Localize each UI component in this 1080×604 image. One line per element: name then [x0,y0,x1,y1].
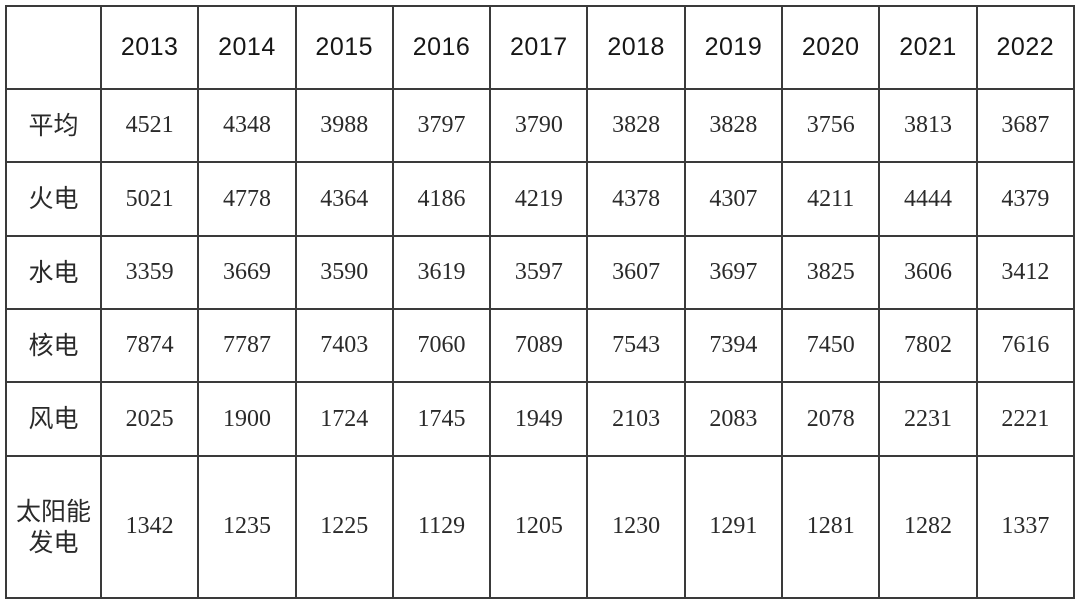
value-cell: 3669 [197,234,297,311]
value-cell: 1282 [878,454,978,600]
value-cell: 3597 [489,234,589,311]
table-container: 2013 2014 2015 2016 2017 2018 2019 2020 2021 2022… [5,5,1076,600]
value-cell: 4211 [781,161,881,237]
value-cell: 3607 [586,234,686,311]
value-cell: 4186 [391,161,492,237]
value-cell: 3797 [391,87,492,164]
value-cell: 4378 [586,161,686,237]
value-cell: 4778 [197,161,297,237]
value-cell: 4521 [99,87,200,164]
value-cell: 5021 [99,161,200,237]
value-cell: 3697 [683,234,784,311]
value-cell: 7616 [975,308,1076,384]
value-cell: 3412 [975,234,1076,311]
value-cell: 3828 [586,87,686,164]
table-row: 风电 2025 1900 1724 1745 1949 2103 2083 2078 2231 22… [5,381,1076,457]
row-label-cell: 平均 [5,87,102,164]
year-header-cell: 2015 [294,5,394,90]
value-cell: 1129 [391,454,492,600]
year-header-cell: 2014 [197,5,297,90]
value-cell: 1900 [197,381,297,457]
value-cell: 3828 [683,87,784,164]
value-cell: 4219 [489,161,589,237]
value-cell: 1235 [197,454,297,600]
value-cell: 1205 [489,454,589,600]
corner-cell [5,5,102,90]
row-label-cell: 水电 [5,234,102,311]
table-row: 水电 3359 3669 3590 3619 3597 3607 3697 3825 3606 34… [5,234,1076,311]
value-cell: 7089 [489,308,589,384]
table-row: 核电 7874 7787 7403 7060 7089 7543 7394 7450 7802 76… [5,308,1076,384]
value-cell: 3687 [975,87,1076,164]
value-cell: 3606 [878,234,978,311]
value-cell: 4348 [197,87,297,164]
value-cell: 1281 [781,454,881,600]
value-cell: 7874 [99,308,200,384]
value-cell: 4307 [683,161,784,237]
table-row: 太阳能发电 1342 1235 1225 1129 1205 1230 1291 1281 128… [5,454,1076,600]
row-label-cell: 太阳能发电 [5,454,102,600]
year-header-cell: 2018 [586,5,686,90]
value-cell: 1724 [294,381,394,457]
year-header-cell: 2016 [391,5,492,90]
value-cell: 7403 [294,308,394,384]
value-cell: 3590 [294,234,394,311]
value-cell: 7802 [878,308,978,384]
row-label-cell: 风电 [5,381,102,457]
value-cell: 3790 [489,87,589,164]
year-header-cell: 2022 [975,5,1076,90]
header-row: 2013 2014 2015 2016 2017 2018 2019 2020 2021 2022 [5,5,1076,90]
row-label-cell: 火电 [5,161,102,237]
value-cell: 7450 [781,308,881,384]
value-cell: 2083 [683,381,784,457]
year-header-cell: 2017 [489,5,589,90]
value-cell: 1225 [294,454,394,600]
value-cell: 7060 [391,308,492,384]
value-cell: 1342 [99,454,200,600]
value-cell: 3619 [391,234,492,311]
value-cell: 2103 [586,381,686,457]
value-cell: 4444 [878,161,978,237]
value-cell: 1291 [683,454,784,600]
value-cell: 4364 [294,161,394,237]
value-cell: 4379 [975,161,1076,237]
value-cell: 2221 [975,381,1076,457]
year-header-cell: 2019 [683,5,784,90]
value-cell: 2231 [878,381,978,457]
value-cell: 1949 [489,381,589,457]
value-cell: 3756 [781,87,881,164]
value-cell: 3825 [781,234,881,311]
value-cell: 7543 [586,308,686,384]
value-cell: 3988 [294,87,394,164]
value-cell: 1230 [586,454,686,600]
value-cell: 3813 [878,87,978,164]
value-cell: 1745 [391,381,492,457]
value-cell: 1337 [975,454,1076,600]
value-cell: 2025 [99,381,200,457]
year-header-cell: 2021 [878,5,978,90]
data-table: 2013 2014 2015 2016 2017 2018 2019 2020 2021 2022… [5,5,1076,600]
row-label-cell: 核电 [5,308,102,384]
value-cell: 2078 [781,381,881,457]
year-header-cell: 2013 [99,5,200,90]
table-row: 平均 4521 4348 3988 3797 3790 3828 3828 3756 3813 36… [5,87,1076,164]
value-cell: 7394 [683,308,784,384]
value-cell: 3359 [99,234,200,311]
year-header-cell: 2020 [781,5,881,90]
value-cell: 7787 [197,308,297,384]
table-row: 火电 5021 4778 4364 4186 4219 4378 4307 4211 4444 43… [5,161,1076,237]
